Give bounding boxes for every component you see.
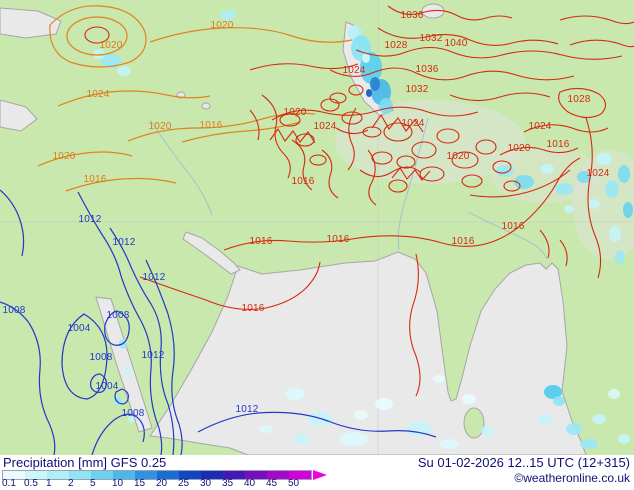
colorbar-swatch (201, 471, 223, 479)
colorbar-swatch (157, 471, 179, 479)
scale-value: 30 (200, 478, 212, 489)
ocean-arabian-sea-bay-of-bengal (149, 251, 587, 455)
legend-title: Precipitation [mm] GFS 0.25 (3, 455, 167, 470)
scale-value: 50 (288, 478, 300, 489)
isobars-red (84, 5, 634, 397)
scale-value: 2 (68, 478, 74, 489)
colorbar-swatch (113, 471, 135, 479)
scale-value: 0.5 (24, 478, 38, 489)
persian-gulf (182, 231, 241, 275)
colorbar-swatches (2, 470, 312, 480)
scale-value: 40 (244, 478, 256, 489)
forecast-datetime: Su 01-02-2026 12..15 UTC (12+315) (417, 455, 630, 470)
copyright-label: ©weatheronline.co.uk (514, 471, 630, 485)
scale-value: 25 (178, 478, 190, 489)
scale-value: 1 (46, 478, 52, 489)
colorbar-swatch (223, 471, 245, 479)
rivers (149, 117, 548, 260)
colorbar-swatch (289, 471, 311, 479)
scale-value: 20 (156, 478, 168, 489)
isobars-orange (37, 5, 353, 192)
colorbar-swatch (245, 471, 267, 479)
scale-value: 35 (222, 478, 234, 489)
colorbar-swatch (3, 471, 25, 479)
colorbar-arrow-icon (313, 470, 327, 480)
colorbar-swatch (267, 471, 289, 479)
lake (201, 102, 211, 110)
colorbar-swatch (47, 471, 69, 479)
precipitation-colorbar (2, 470, 327, 480)
scale-value: 45 (266, 478, 278, 489)
colorbar-scale-values: 0.1 0.5 1 2 5 10 15 20 25 30 35 40 45 50 (2, 479, 332, 490)
scale-value: 10 (112, 478, 124, 489)
colorbar-swatch (69, 471, 91, 479)
map-graphic (0, 0, 634, 455)
black-sea (0, 7, 62, 39)
precipitation-overlay (93, 10, 633, 449)
isobars-blue (0, 189, 437, 455)
sea-shapes (0, 3, 587, 455)
colorbar-swatch (179, 471, 201, 479)
legend-bar: Precipitation [mm] GFS 0.25 Su 01-02-202… (0, 455, 634, 490)
colorbar-swatch (25, 471, 47, 479)
colorbar-swatch (135, 471, 157, 479)
scale-value: 15 (134, 478, 146, 489)
scale-value: 5 (90, 478, 96, 489)
colorbar-swatch (91, 471, 113, 479)
weather-map: 1020 1020 1024 1020 1016 1020 1016 1036 1028 1032… (0, 0, 634, 455)
sri-lanka-island (463, 407, 485, 439)
scale-value: 0.1 (2, 478, 16, 489)
red-sea (95, 296, 153, 433)
mediterranean (0, 99, 38, 132)
